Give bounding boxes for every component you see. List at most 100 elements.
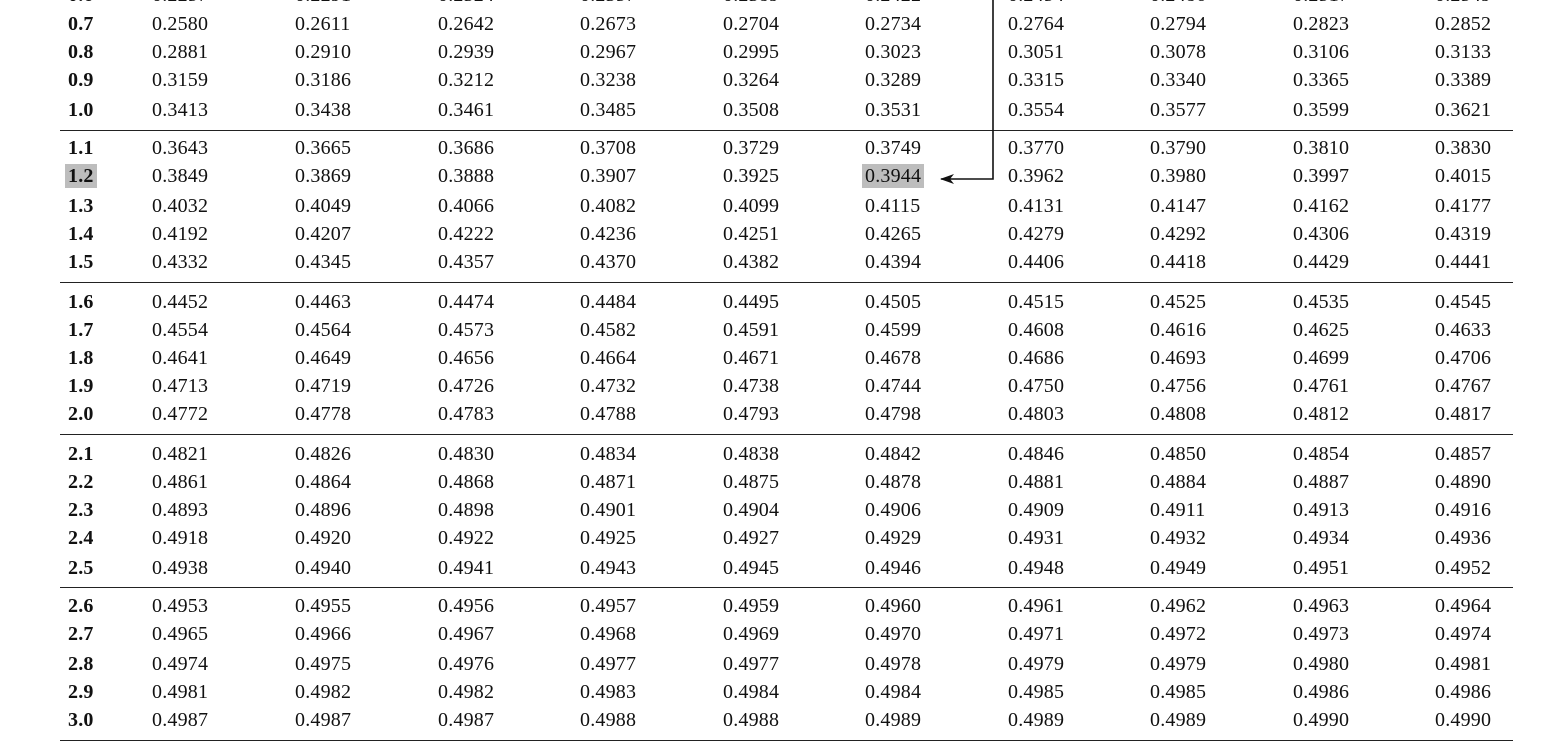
table-cell: 0.3869 xyxy=(295,165,352,187)
z-label: 2.7 xyxy=(68,623,94,645)
table-cell-partial: 0.2549 xyxy=(1435,0,1491,7)
table-cell: 0.4834 xyxy=(580,443,637,465)
table-cell: 0.3980 xyxy=(1150,165,1207,187)
table-cell: 0.4945 xyxy=(723,557,780,579)
table-cell: 0.4049 xyxy=(295,195,352,217)
table-cell: 0.4986 xyxy=(1293,681,1350,703)
table-cell: 0.4898 xyxy=(438,499,495,521)
table-cell: 0.2764 xyxy=(1008,13,1065,35)
table-cell: 0.4985 xyxy=(1008,681,1065,703)
table-cell: 0.4957 xyxy=(580,595,637,617)
table-cell: 0.4986 xyxy=(1435,681,1492,703)
table-cell-partial: 0.2357 xyxy=(580,0,636,7)
table-cell: 0.4940 xyxy=(295,557,352,579)
table-cell: 0.4982 xyxy=(438,681,495,703)
table-cell: 0.4279 xyxy=(1008,223,1065,245)
table-cell: 0.4989 xyxy=(1008,709,1065,731)
table-cell: 0.4901 xyxy=(580,499,637,521)
table-cell: 0.3461 xyxy=(438,99,495,121)
table-cell: 0.4783 xyxy=(438,403,495,425)
table-cell: 0.2642 xyxy=(438,13,495,35)
table-cell: 0.4251 xyxy=(723,223,780,245)
table-cell: 0.4693 xyxy=(1150,347,1207,369)
z-label: 1.8 xyxy=(68,347,94,369)
group-divider xyxy=(60,587,1513,588)
table-cell: 0.4625 xyxy=(1293,319,1350,341)
table-cell: 0.4987 xyxy=(438,709,495,731)
table-cell: 0.4664 xyxy=(580,347,637,369)
table-cell: 0.4949 xyxy=(1150,557,1207,579)
table-cell: 0.4988 xyxy=(580,709,637,731)
z-label: 2.1 xyxy=(68,443,94,465)
table-cell: 0.4418 xyxy=(1150,251,1207,273)
table-cell: 0.3186 xyxy=(295,69,352,91)
table-cell: 0.2910 xyxy=(295,41,352,63)
table-cell: 0.4545 xyxy=(1435,291,1492,313)
table-cell: 0.4941 xyxy=(438,557,495,579)
table-cell: 0.4015 xyxy=(1435,165,1492,187)
table-cell: 0.4678 xyxy=(865,347,922,369)
table-cell: 0.3508 xyxy=(723,99,780,121)
table-cell: 0.4582 xyxy=(580,319,637,341)
table-cell: 0.4463 xyxy=(295,291,352,313)
table-cell: 0.4971 xyxy=(1008,623,1065,645)
table-cell: 0.4345 xyxy=(295,251,352,273)
table-cell: 0.2734 xyxy=(865,13,922,35)
table-cell: 0.4952 xyxy=(1435,557,1492,579)
table-cell: 0.4964 xyxy=(1435,595,1492,617)
table-cell: 0.3790 xyxy=(1150,137,1207,159)
table-cell-partial: 0.2291 xyxy=(295,0,351,7)
z-label: 1.3 xyxy=(68,195,94,217)
table-cell: 0.4633 xyxy=(1435,319,1492,341)
table-cell: 0.4911 xyxy=(1150,499,1206,521)
table-cell: 0.4896 xyxy=(295,499,352,521)
table-cell: 0.4608 xyxy=(1008,319,1065,341)
table-cell: 0.4946 xyxy=(865,557,922,579)
table-cell: 0.4357 xyxy=(438,251,495,273)
table-cell: 0.4887 xyxy=(1293,471,1350,493)
z-label: 0.8 xyxy=(68,41,94,63)
table-cell: 0.4938 xyxy=(152,557,209,579)
table-cell: 0.4788 xyxy=(580,403,637,425)
z-label: 2.6 xyxy=(68,595,94,617)
table-cell: 0.4798 xyxy=(865,403,922,425)
table-cell: 0.4890 xyxy=(1435,471,1492,493)
table-cell: 0.4976 xyxy=(438,653,495,675)
table-cell: 0.4909 xyxy=(1008,499,1065,521)
table-cell-partial: 0.2257 xyxy=(152,0,208,7)
table-cell: 0.4564 xyxy=(295,319,352,341)
table-cell: 0.4495 xyxy=(723,291,780,313)
table-cell: 0.3485 xyxy=(580,99,637,121)
table-cell: 0.4382 xyxy=(723,251,780,273)
table-cell: 0.4959 xyxy=(723,595,780,617)
table-cell: 0.4918 xyxy=(152,527,209,549)
table-cell: 0.3438 xyxy=(295,99,352,121)
table-cell-partial: 0.2324 xyxy=(438,0,494,7)
table-cell: 0.4943 xyxy=(580,557,637,579)
table-cell: 0.4974 xyxy=(1435,623,1492,645)
table-cell: 0.2611 xyxy=(295,13,351,35)
table-cell: 0.4916 xyxy=(1435,499,1492,521)
table-cell: 0.4826 xyxy=(295,443,352,465)
table-cell: 0.4803 xyxy=(1008,403,1065,425)
table-cell: 0.3770 xyxy=(1008,137,1065,159)
table-cell: 0.4861 xyxy=(152,471,209,493)
group-divider xyxy=(60,434,1513,435)
table-cell: 0.2823 xyxy=(1293,13,1350,35)
table-cell: 0.3643 xyxy=(152,137,209,159)
table-cell: 0.3577 xyxy=(1150,99,1207,121)
z-label: 1.4 xyxy=(68,223,94,245)
table-cell: 0.2939 xyxy=(438,41,495,63)
table-cell: 0.4641 xyxy=(152,347,209,369)
table-cell: 0.4484 xyxy=(580,291,637,313)
table-cell: 0.4616 xyxy=(1150,319,1207,341)
table-cell: 0.4756 xyxy=(1150,375,1207,397)
table-cell: 0.3389 xyxy=(1435,69,1492,91)
table-cell: 0.3925 xyxy=(723,165,780,187)
table-cell: 0.4761 xyxy=(1293,375,1350,397)
table-cell: 0.3665 xyxy=(295,137,352,159)
table-cell: 0.4535 xyxy=(1293,291,1350,313)
table-cell: 0.4932 xyxy=(1150,527,1207,549)
table-cell: 0.4972 xyxy=(1150,623,1207,645)
table-cell: 0.4686 xyxy=(1008,347,1065,369)
